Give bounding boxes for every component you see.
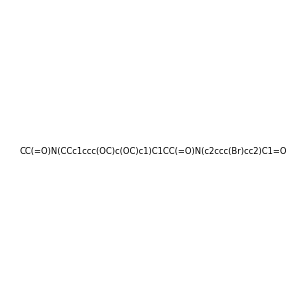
Text: CC(=O)N(CCc1ccc(OC)c(OC)c1)C1CC(=O)N(c2ccc(Br)cc2)C1=O: CC(=O)N(CCc1ccc(OC)c(OC)c1)C1CC(=O)N(c2c… (20, 147, 287, 156)
